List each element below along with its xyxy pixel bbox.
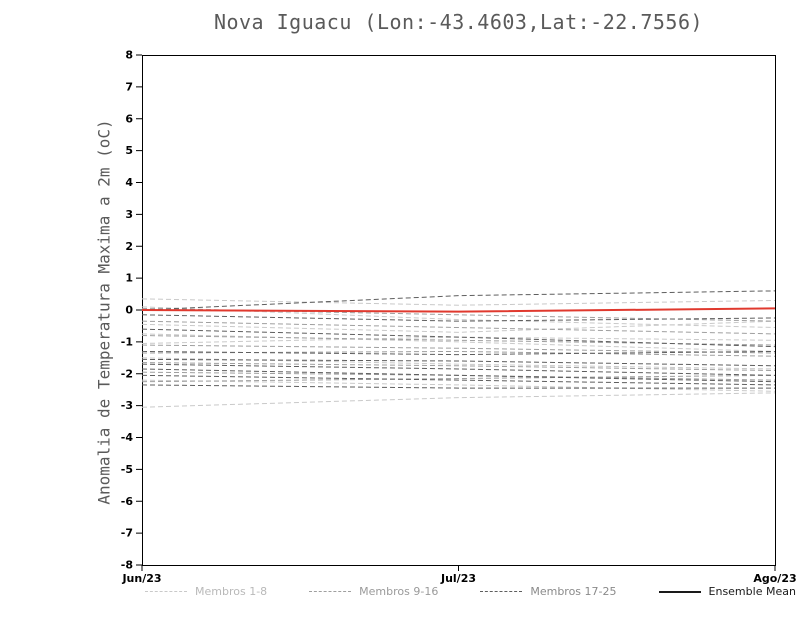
y-tick-label: 5 xyxy=(125,144,133,157)
legend-label: Membros 9-16 xyxy=(359,585,439,598)
y-tick-label: -6 xyxy=(121,495,134,508)
ensemble-member-line xyxy=(141,320,776,335)
y-tick-label: 3 xyxy=(125,208,133,221)
y-tick-label: -7 xyxy=(121,527,133,540)
legend-label: Membros 1-8 xyxy=(195,585,268,598)
ensemble-member-line xyxy=(141,374,776,386)
y-tick-label: -2 xyxy=(121,367,133,380)
ensemble-member-line xyxy=(141,350,776,356)
y-tick-label: 4 xyxy=(125,176,133,189)
y-tick-label: -1 xyxy=(121,335,133,348)
ensemble-member-line xyxy=(141,358,776,367)
legend-item-members-17-25: Membros 17-25 xyxy=(480,585,617,598)
ensemble-member-line xyxy=(141,368,776,383)
chart-title: Nova Iguacu (Lon:-43.4603,Lat:-22.7556) xyxy=(213,10,704,34)
y-tick-label: 1 xyxy=(125,272,133,285)
ensemble-member-line xyxy=(141,314,776,322)
ensemble-member-line xyxy=(141,290,776,311)
ensemble-member-line xyxy=(141,374,776,383)
ensemble-member-line xyxy=(141,333,776,352)
y-tick-label: -5 xyxy=(121,463,133,476)
ensemble-member-line xyxy=(141,357,776,370)
chart-legend: Membros 1-8 Membros 9-16 Membros 17-25 E… xyxy=(145,585,796,598)
ensemble-member-line xyxy=(141,320,776,333)
ensemble-member-line xyxy=(141,362,776,372)
legend-item-members-9-16: Membros 9-16 xyxy=(309,585,438,598)
legend-line-sample-members-17-25 xyxy=(480,591,523,592)
y-tick-label: 7 xyxy=(125,80,133,93)
y-tick-label: 6 xyxy=(125,112,133,125)
legend-line-sample-members-1-8 xyxy=(145,591,187,592)
y-tick-label: -8 xyxy=(121,559,133,572)
y-tick-label: 0 xyxy=(125,304,133,317)
ensemble-member-line xyxy=(141,392,776,408)
legend-line-sample-ensemble-mean xyxy=(658,590,701,593)
ensemble-member-line xyxy=(141,328,776,348)
ensemble-mean-line xyxy=(141,307,776,313)
x-tick-label: Jun/23 xyxy=(121,572,161,585)
ensemble-member-line xyxy=(141,379,776,392)
legend-label: Membros 17-25 xyxy=(530,585,617,598)
y-tick-label: 8 xyxy=(125,49,133,62)
ensemble-member-line xyxy=(141,344,776,354)
legend-line-sample-members-9-16 xyxy=(309,591,352,592)
ensemble-member-line xyxy=(141,363,776,376)
x-tick-label: Jul/23 xyxy=(440,572,476,585)
y-tick-label: -3 xyxy=(121,399,133,412)
legend-label: Ensemble Mean xyxy=(708,585,796,598)
y-tick-label: 2 xyxy=(125,240,133,253)
y-tick-label: -4 xyxy=(121,431,134,444)
ensemble-member-line xyxy=(141,335,776,346)
x-tick-label: Ago/23 xyxy=(753,572,796,585)
legend-item-members-1-8: Membros 1-8 xyxy=(145,585,267,598)
ensemble-member-line xyxy=(141,384,775,389)
ensemble-member-line xyxy=(141,298,776,306)
legend-item-ensemble-mean: Ensemble Mean xyxy=(658,585,796,598)
